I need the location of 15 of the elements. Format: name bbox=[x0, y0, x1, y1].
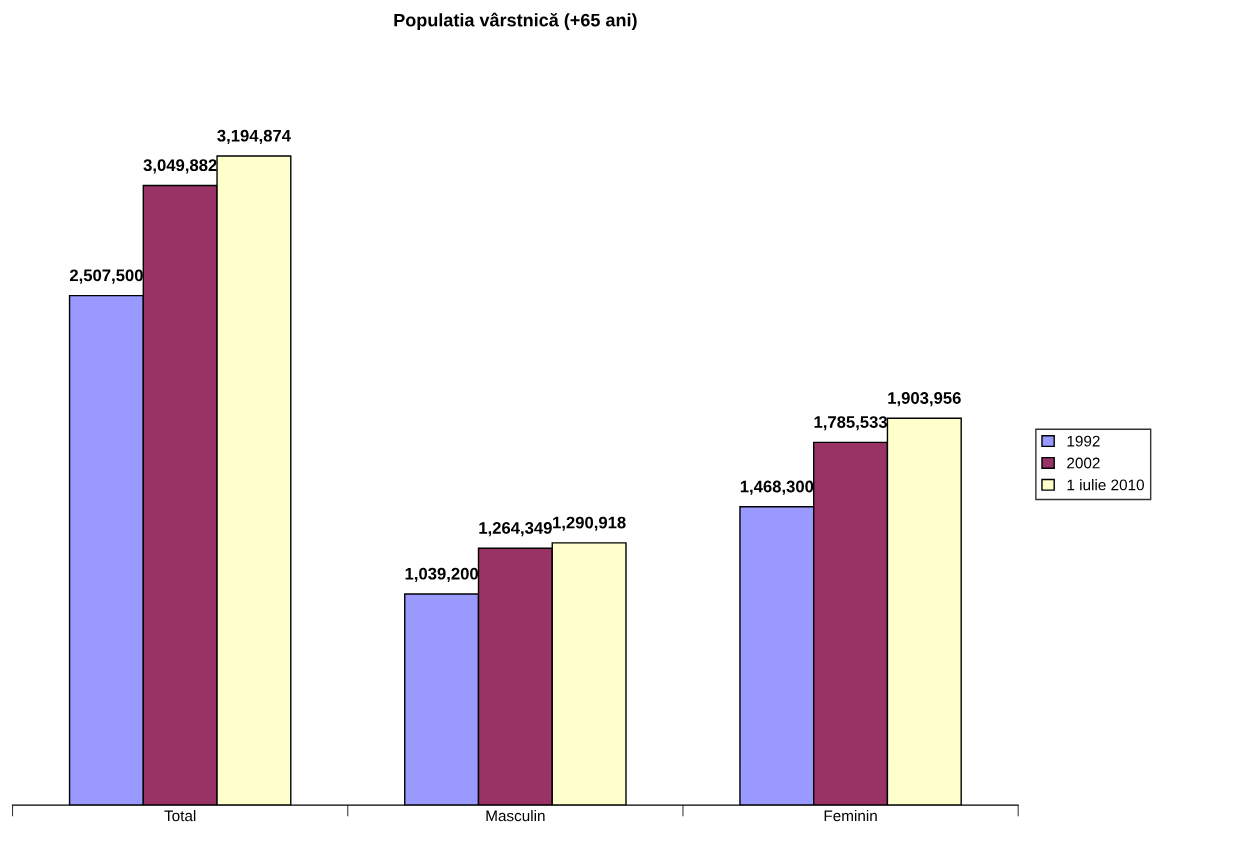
data-label: 1,468,300 bbox=[740, 480, 814, 495]
data-label: 1,785,533 bbox=[814, 416, 888, 431]
data-label: 3,194,874 bbox=[217, 129, 291, 145]
legend-label: 1 iulie 2010 bbox=[1067, 479, 1144, 491]
x-tick-label: Total bbox=[164, 810, 196, 822]
data-label: 1,264,349 bbox=[479, 522, 552, 537]
x-tick-label: Feminin bbox=[824, 810, 877, 822]
data-label: 1,290,918 bbox=[553, 516, 626, 531]
data-label: 1,039,200 bbox=[405, 567, 479, 582]
data-label: 2,507,500 bbox=[69, 269, 143, 284]
legend-label: 1992 bbox=[1067, 435, 1100, 447]
legend-label: 2002 bbox=[1067, 457, 1100, 469]
chart-title: Populatia vârstnică (+65 ani) bbox=[394, 12, 637, 31]
data-label: 1,903,956 bbox=[888, 392, 961, 407]
x-tick-label: Masculin bbox=[486, 810, 545, 822]
